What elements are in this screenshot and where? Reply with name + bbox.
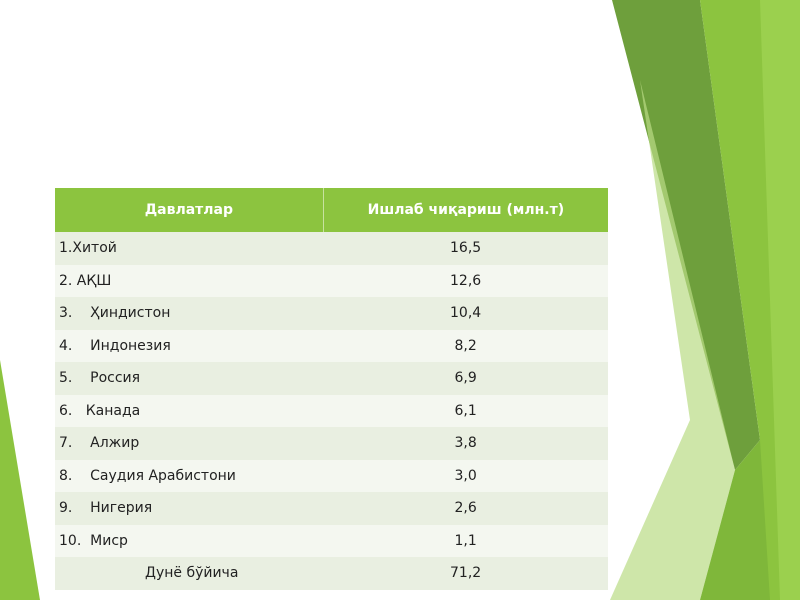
country-cell: 3. Ҳиндистон <box>55 297 324 330</box>
value-cell: 6,9 <box>323 362 608 395</box>
country-cell: 10. Миср <box>55 524 324 557</box>
country-cell: 9. Нигерия <box>55 492 324 525</box>
header-row: Давлатлар Ишлаб чиқариш (млн.т) <box>55 188 608 232</box>
table-row: 5. Россия 6,9 <box>55 362 608 395</box>
table-row: 4. Индонезия 8,2 <box>55 329 608 362</box>
header-cell: Давлатлар <box>55 188 324 232</box>
decor-shape <box>760 0 800 600</box>
country-cell: 6. Канада <box>55 394 324 427</box>
value-cell: 10,4 <box>323 297 608 330</box>
value-cell: 3,0 <box>323 459 608 492</box>
table-row: 2. АҚШ 12,6 <box>55 264 608 297</box>
table-row: 10. Миср 1,1 <box>55 524 608 557</box>
value-cell: 8,2 <box>323 329 608 362</box>
country-cell: 4. Индонезия <box>55 329 324 362</box>
country-cell: 2. АҚШ <box>55 264 324 297</box>
table-row: 7. Алжир 3,8 <box>55 427 608 460</box>
value-cell: 3,8 <box>323 427 608 460</box>
header-cell: Ишлаб чиқариш (млн.т) <box>323 188 608 232</box>
table-row: 1.Хитой 16,5 <box>55 232 608 265</box>
country-cell: Дунё бўйича <box>55 557 324 590</box>
table-body: 1.Хитой 16,5 2. АҚШ 12,6 3. Ҳиндистон 10,4 4. … <box>55 232 608 590</box>
country-cell: 5. Россия <box>55 362 324 395</box>
value-cell: 71,2 <box>323 557 608 590</box>
value-cell: 12,6 <box>323 264 608 297</box>
country-cell: 1.Хитой <box>55 232 324 265</box>
value-cell: 16,5 <box>323 232 608 265</box>
decor-shape <box>610 80 735 600</box>
decor-shape <box>700 440 770 600</box>
value-cell: 1,1 <box>323 524 608 557</box>
table-row: 9. Нигерия 2,6 <box>55 492 608 525</box>
decor-shape <box>0 360 40 600</box>
table-row: 3. Ҳиндистон 10,4 <box>55 297 608 330</box>
table-row: 6. Канада 6,1 <box>55 394 608 427</box>
country-cell: 7. Алжир <box>55 427 324 460</box>
data-table: Давлатлар Ишлаб чиқариш (млн.т) 1.Хитой 16… <box>55 188 608 590</box>
country-cell: 8. Саудия Арабистони <box>55 459 324 492</box>
value-cell: 2,6 <box>323 492 608 525</box>
table-row: Дунё бўйича 71,2 <box>55 557 608 590</box>
table-row: 8. Саудия Арабистони 3,0 <box>55 459 608 492</box>
value-cell: 6,1 <box>323 394 608 427</box>
